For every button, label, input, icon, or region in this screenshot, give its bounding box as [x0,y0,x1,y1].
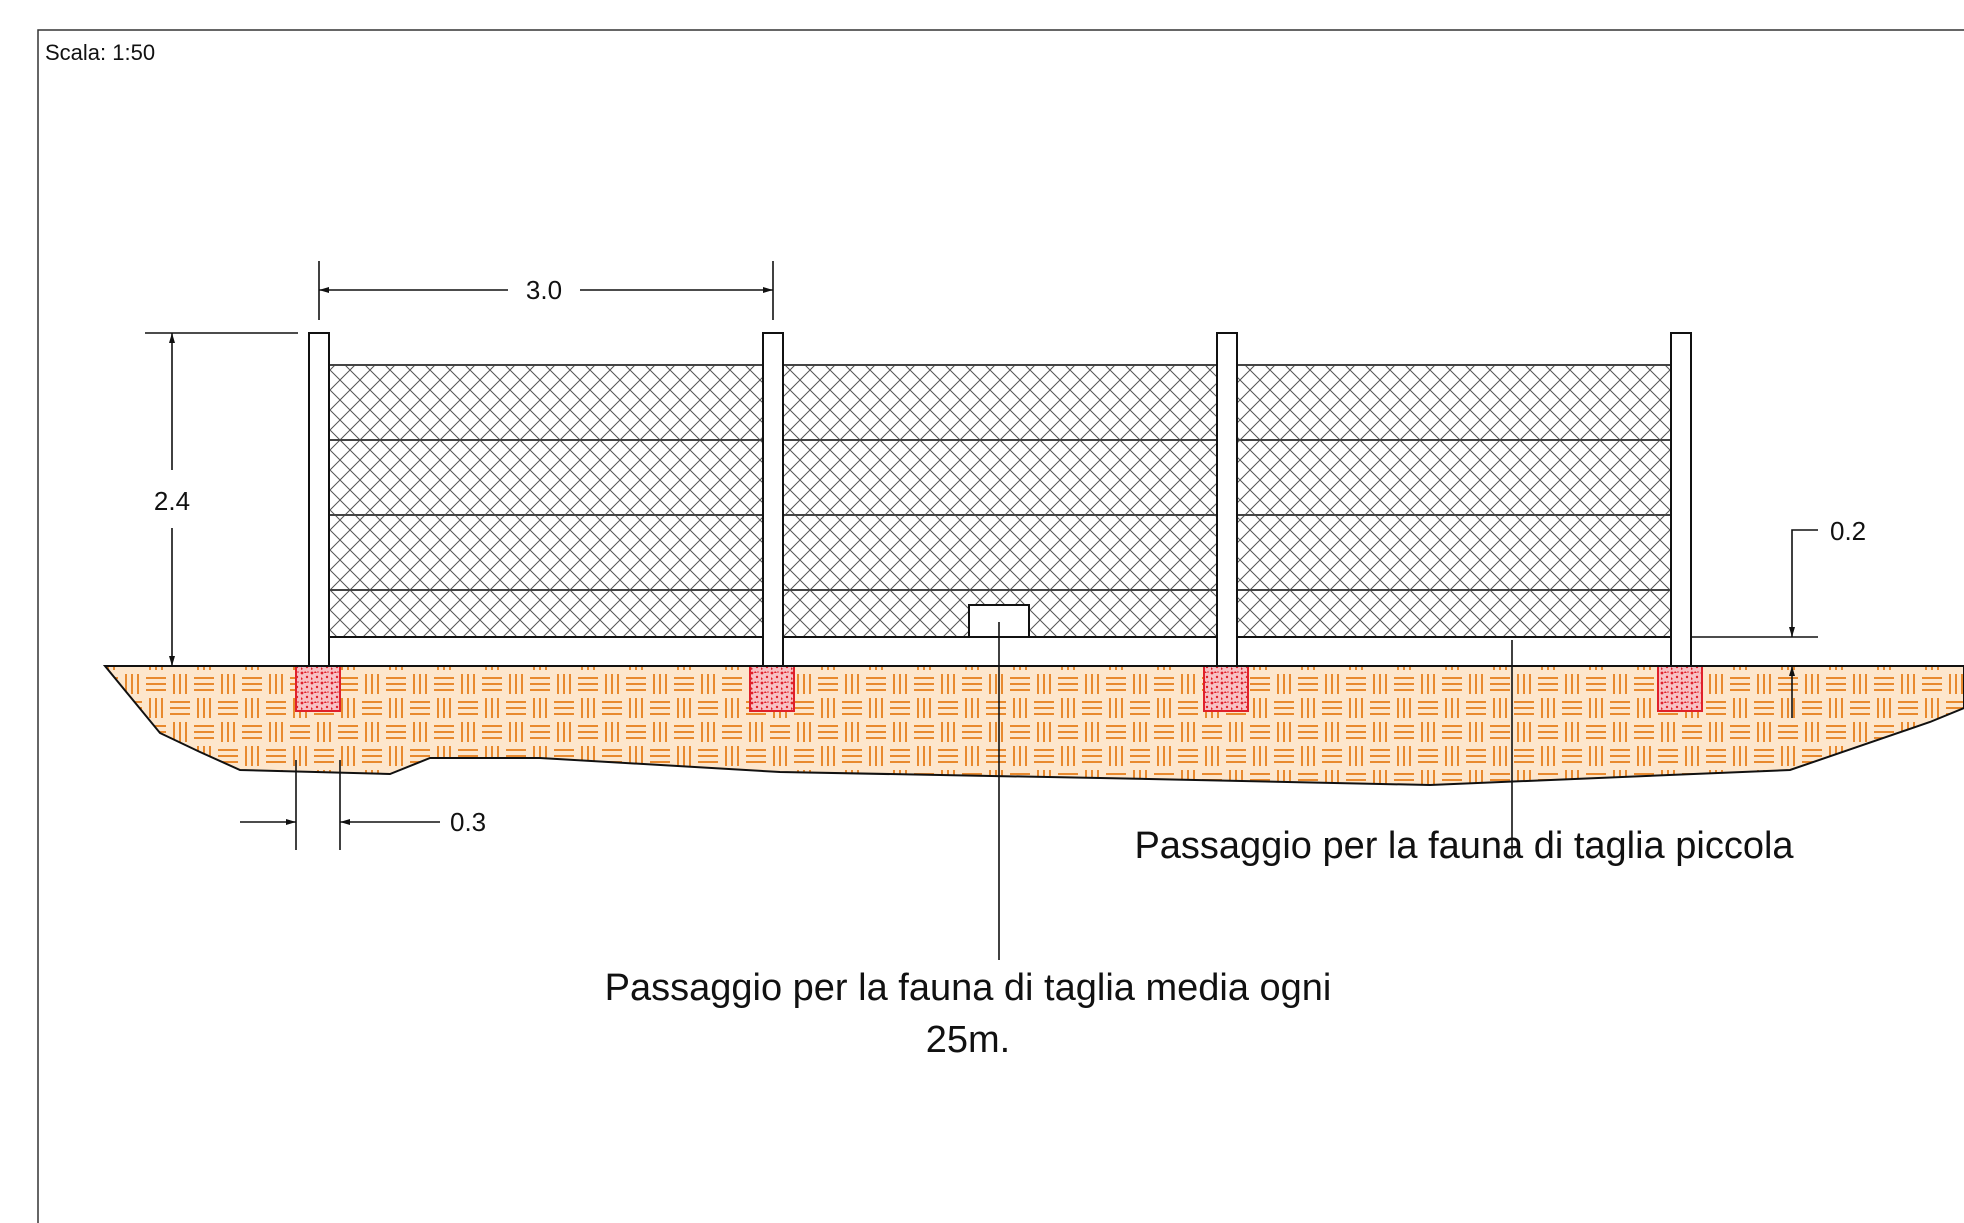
fence-post-4 [1670,332,1692,667]
scale-label: Scala: 1:50 [45,40,155,65]
fence-mesh-panel-3 [1237,365,1671,637]
post-footing-2 [749,665,795,712]
post-footing-1 [295,665,341,712]
fence-mesh-panel-1 [329,365,763,637]
fence-mesh-panel-2 [783,365,1217,637]
fence-height-dimension [145,332,298,666]
drawing-frame [37,29,1964,1223]
post-footing-3 [1203,665,1249,712]
small-fauna-annotation: Passaggio per la fauna di taglia piccola [1134,825,1794,867]
fence-post-1 [308,332,330,667]
medium-fauna-opening [968,604,1030,638]
post-footing-4 [1657,665,1703,712]
fence-height-label: 2.4 [154,486,190,516]
medium-fauna-annotation-line2: 25m. [926,1019,1010,1061]
post-spacing-label: 3.0 [526,275,562,305]
post-spacing-dimension [318,261,774,320]
footing-width-dimension [240,760,440,850]
medium-fauna-annotation-line1: Passaggio per la fauna di taglia media o… [605,967,1332,1009]
soil-section [102,665,1964,787]
fence-wires [329,364,1671,591]
fence-post-3 [1216,332,1238,667]
fence-post-2 [762,332,784,667]
small-passage-label: 0.2 [1830,516,1866,546]
footing-width-label: 0.3 [450,807,486,837]
small-passage-dimension [1691,529,1818,718]
